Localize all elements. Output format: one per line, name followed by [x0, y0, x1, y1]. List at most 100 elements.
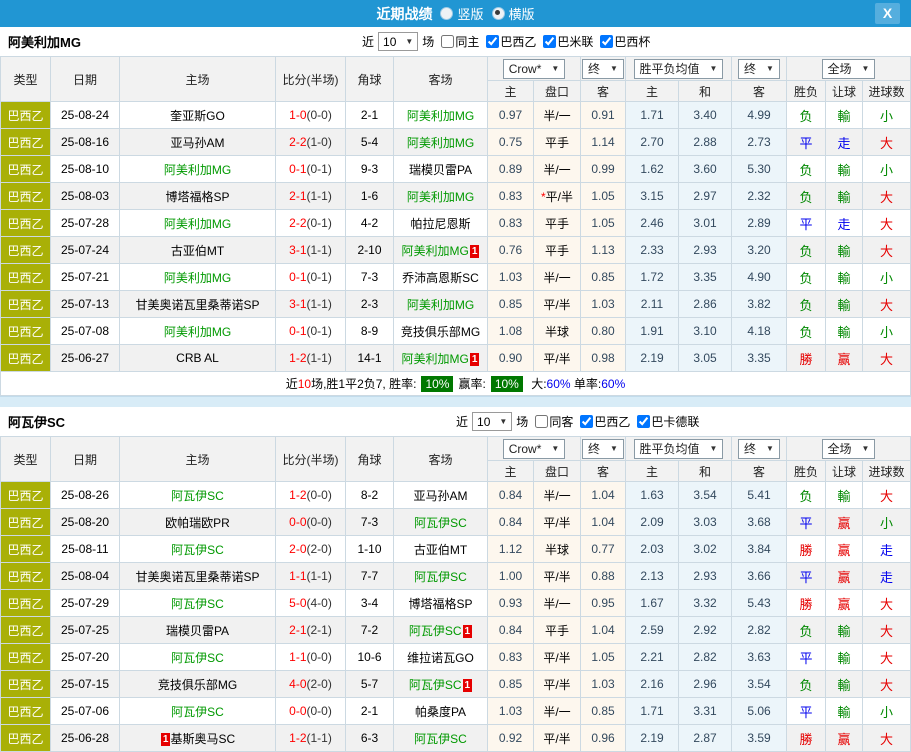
europe-odds-select[interactable]: 胜平负均值 ▼: [633, 58, 724, 79]
red-card-badge: 1: [160, 732, 171, 746]
euro-home-odds: 2.03: [625, 535, 679, 563]
summary-row: 近10场,胜1平2负7, 胜率: 10% 赢率: 10% 大:60% 单率:60%: [0, 371, 911, 396]
date-cell: 25-08-24: [50, 101, 120, 129]
match-count-select[interactable]: 10 ▼: [378, 32, 419, 51]
score-cell: 0-1(0-1): [275, 317, 346, 345]
crow-away-odds: 1.04: [580, 508, 626, 536]
league-checkbox-catarinense[interactable]: [637, 415, 651, 428]
score-cell: 1-2(1-1): [275, 724, 346, 752]
fulltime-score: 1-2: [289, 731, 307, 745]
euro-home-odds: 2.09: [625, 508, 679, 536]
europe-odds-select[interactable]: 胜平负均值 ▼: [633, 438, 724, 459]
euro-draw-odds: 2.93: [678, 562, 732, 590]
team-name: 帕桑度PA: [414, 704, 467, 719]
euro-away-odds: 2.32: [731, 182, 787, 210]
league-checkbox-serie-b[interactable]: [486, 35, 500, 48]
odds-stage-select-2[interactable]: 终 ▼: [738, 58, 780, 79]
euro-home-odds: 1.71: [625, 101, 679, 129]
euro-draw-odds: 2.93: [678, 236, 732, 264]
result-cell: 负: [786, 481, 826, 509]
halftime-score: (0-0): [306, 488, 332, 502]
euro-home-odds: 2.13: [625, 562, 679, 590]
goals-result-cell: 大: [862, 616, 911, 644]
scope-select[interactable]: 全场 ▼: [821, 438, 876, 459]
radio-horizontal-icon[interactable]: [491, 7, 505, 20]
date-cell: 25-07-24: [50, 236, 120, 264]
scope-select[interactable]: 全场 ▼: [821, 58, 876, 79]
layout-radio-vertical[interactable]: 竖版: [434, 4, 484, 23]
league-cell: 巴西乙: [0, 562, 51, 590]
big-label: 大:: [531, 377, 547, 391]
fulltime-score: 3-1: [289, 243, 307, 257]
goals-result-cell: 大: [862, 670, 911, 698]
halftime-score: (0-0): [306, 704, 332, 718]
team-cell-home: 阿瓦伊SC: [119, 643, 276, 671]
halftime-score: (4-0): [306, 596, 332, 610]
score-cell: 4-0(2-0): [275, 670, 346, 698]
euro-draw-odds: 3.35: [678, 263, 732, 291]
crow-home-odds: 0.85: [487, 670, 534, 698]
team-name: 瑞模贝雷PA: [165, 623, 230, 638]
odds-stage-select-2[interactable]: 终 ▼: [738, 438, 780, 459]
halftime-score: (1-0): [306, 135, 332, 149]
unit-label: 场: [516, 415, 529, 429]
team-name: 阿美利加MG: [163, 216, 232, 231]
team-cell-away: 阿美利加MG: [393, 128, 488, 156]
same-home-checkbox[interactable]: [441, 35, 455, 48]
date-cell: 25-07-13: [50, 290, 120, 318]
score-cell: 2-2(1-0): [275, 128, 346, 156]
col-euro-home: 主: [625, 460, 679, 482]
bookmaker-select[interactable]: Crow* ▼: [502, 58, 566, 79]
chevron-down-icon: ▼: [861, 444, 870, 453]
odds-stage-select-1[interactable]: 终 ▼: [582, 58, 624, 79]
team-cell-away: 乔沛高恩斯SC: [393, 263, 488, 291]
red-card-badge: 1: [462, 624, 473, 638]
halftime-score: (0-0): [306, 108, 332, 122]
date-cell: 25-08-11: [50, 535, 120, 563]
fulltime-score: 2-1: [289, 623, 307, 637]
handicap-cell: 平/半: [533, 643, 581, 671]
bookmaker-select[interactable]: Crow* ▼: [502, 438, 566, 459]
euro-draw-odds: 2.96: [678, 670, 732, 698]
handicap-result-cell: 輸: [825, 317, 863, 345]
match-row: 巴西乙 25-08-11 阿瓦伊SC 2-0(2-0) 1-10 古亚伯MT 1.12 半球 0…: [0, 535, 911, 563]
euro-home-odds: 2.33: [625, 236, 679, 264]
league-checkbox-cup[interactable]: [600, 35, 614, 48]
layout-radio-horizontal[interactable]: 横版: [486, 4, 535, 23]
euro-home-odds: 1.72: [625, 263, 679, 291]
match-count-select[interactable]: 10 ▼: [472, 412, 513, 431]
scope-select-value: 全场: [827, 62, 852, 76]
team-name: 阿美利加MG: [406, 135, 475, 150]
col-score: 比分(半场): [275, 56, 346, 102]
goals-result-cell: 大: [862, 344, 911, 372]
handicap-result-cell: 赢: [825, 535, 863, 563]
radio-vertical-icon[interactable]: [440, 7, 454, 20]
crow-away-odds: 0.77: [580, 535, 626, 563]
team-cell-home: 甘美奥诺瓦里桑蒂诺SP: [119, 290, 276, 318]
handicap-text: 平手: [544, 135, 569, 150]
league-checkbox-mineiro[interactable]: [543, 35, 557, 48]
euro-home-odds: 1.71: [625, 697, 679, 725]
handicap-text: 平手: [544, 623, 569, 638]
euro-home-odds: 2.19: [625, 724, 679, 752]
team-name: 博塔福格SP: [408, 596, 473, 611]
team-name: 阿美利加MG: [163, 324, 232, 339]
goals-result-cell: 大: [862, 236, 911, 264]
crow-away-odds: 0.85: [580, 263, 626, 291]
team-cell-home: 阿美利加MG: [119, 209, 276, 237]
league-checkbox-serie-b[interactable]: [580, 415, 594, 428]
league-cell: 巴西乙: [0, 263, 51, 291]
team-name: 阿美利加MG: [401, 243, 469, 258]
fulltime-score: 2-0: [289, 542, 307, 556]
halftime-score: (1-1): [306, 243, 332, 257]
col-away: 客场: [393, 56, 488, 102]
euro-draw-odds: 2.97: [678, 182, 732, 210]
close-icon[interactable]: X: [875, 3, 900, 24]
chevron-down-icon: ▼: [405, 37, 414, 46]
crow-away-odds: 1.03: [580, 670, 626, 698]
crow-away-odds: 1.13: [580, 236, 626, 264]
euro-away-odds: 3.35: [731, 344, 787, 372]
same-away-checkbox[interactable]: [535, 415, 549, 428]
chevron-down-icon: ▼: [766, 444, 774, 453]
odds-stage-select-1[interactable]: 终 ▼: [582, 438, 624, 459]
